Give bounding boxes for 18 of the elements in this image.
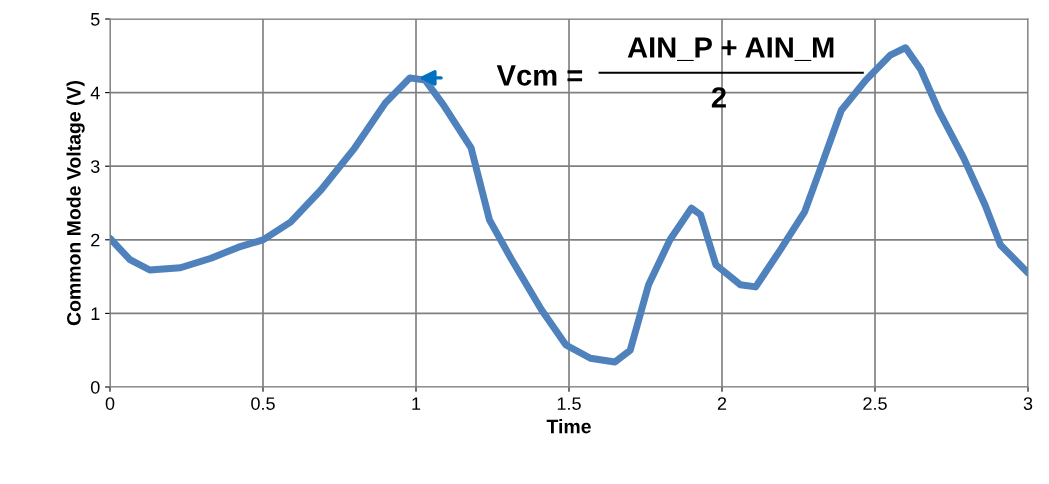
x-tick-label: 2.5 xyxy=(863,397,887,410)
y-tick-label: 0 xyxy=(90,380,100,394)
annotation: AIN_P + AIN_M xyxy=(627,37,834,62)
y-tick-label: 1 xyxy=(91,307,100,320)
y-tick-label: 4 xyxy=(90,86,100,100)
x-tick-label: 1 xyxy=(412,397,421,410)
x-tick-label: 0.5 xyxy=(251,397,275,410)
x-tick-label: 1.5 xyxy=(557,397,581,410)
x-axis-title: Time xyxy=(546,419,591,434)
y-axis-title: Common Mode Voltage (V) xyxy=(66,80,85,326)
x-tick-label: 3 xyxy=(1023,397,1033,410)
x-tick-label: 0 xyxy=(105,397,115,410)
x-tick-label: 2 xyxy=(717,397,727,410)
y-tick-label: 3 xyxy=(90,160,100,173)
y-tick-label: 2 xyxy=(91,233,100,247)
annotation: 2 xyxy=(711,87,726,108)
y-tick-label: 5 xyxy=(90,13,100,26)
annotation: Vcm = xyxy=(496,65,583,86)
